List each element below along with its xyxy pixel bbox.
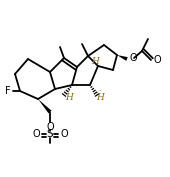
Polygon shape — [38, 99, 52, 113]
Text: H: H — [91, 56, 99, 65]
Text: O: O — [154, 55, 162, 65]
Text: •: • — [99, 90, 101, 94]
Text: F: F — [5, 86, 11, 96]
Polygon shape — [117, 55, 128, 61]
Text: O: O — [32, 129, 40, 139]
Text: S: S — [47, 129, 53, 139]
Text: H: H — [65, 93, 73, 101]
Text: H: H — [96, 93, 104, 101]
Text: •: • — [68, 90, 70, 94]
Text: O: O — [46, 122, 54, 132]
Text: O: O — [60, 129, 68, 139]
Text: O: O — [130, 53, 138, 63]
